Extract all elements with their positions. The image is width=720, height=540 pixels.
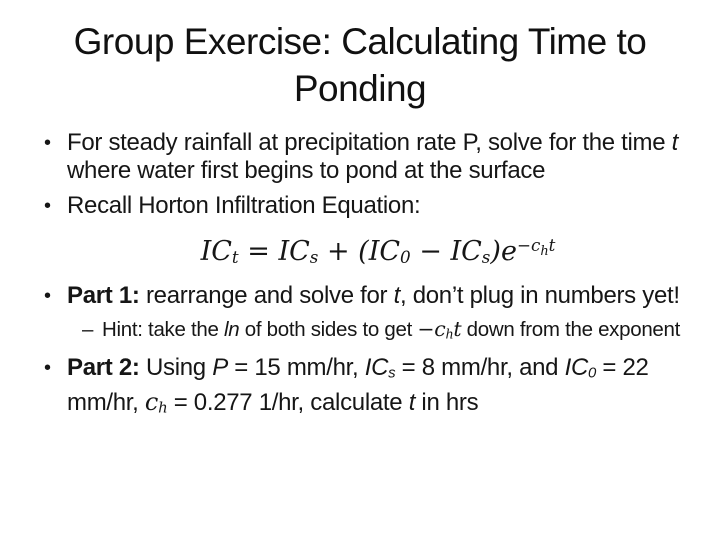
text-segment: Hint: take the [102,318,224,342]
bullet-text: For steady rainfall at precipitation rat… [67,129,692,185]
text-segment: IC [200,236,232,268]
text-segment: ln [223,318,240,342]
bullet-item: • Part 2: Using P = 15 mm/hr, ICs = 8 mm/… [44,354,692,421]
text-segment: IC [278,236,310,268]
text-segment: Recall Horton Infiltration Equation: [67,192,421,219]
text-segment: 0 [588,366,596,383]
text-segment: s [481,247,491,268]
text-segment: = 15 mm/hr, [227,354,365,382]
text-segment: For steady rainfall at precipitation rat… [67,129,672,156]
text-segment: , don’t plug in numbers yet! [399,282,680,310]
text-segment: = [238,236,279,268]
text-segment: −c [516,235,541,255]
text-segment: IC [564,354,589,382]
text-segment: − [410,236,451,268]
text-segment: e [500,236,517,268]
slide-title: Group Exercise: Calculating Time to Pond… [73,21,647,109]
text-segment: s [309,247,319,268]
text-segment: IC [368,236,401,268]
text-segment: = 0.277 1/hr, calculate [167,389,409,417]
text-segment: where water first begins to pond at the … [67,157,546,184]
text-segment: h [445,326,454,342]
text-segment: t [231,247,239,268]
sub-bullet-item: – Hint: take the ln of both sides to get … [44,317,692,346]
text-segment: h [540,243,549,259]
text-segment: Part 1: [67,282,140,310]
bullet-marker: • [44,132,51,154]
text-segment: + ( [318,236,369,268]
bullet-text: Hint: take the ln of both sides to get −… [102,317,692,346]
text-segment: = 22 mm/hr, [67,354,649,417]
text-segment: rearrange and solve for [139,282,394,310]
text-segment: P [212,354,228,382]
slide-body: • For steady rainfall at precipitation ra… [0,129,720,422]
bullet-marker: • [44,357,51,380]
text-segment: t [408,389,416,417]
text-segment: ) [490,236,501,268]
bullet-item: • Part 1: rearrange and solve for t, don’… [44,282,692,310]
bullet-text: Part 2: Using P = 15 mm/hr, ICs = 8 mm/h… [67,354,692,421]
bullet-text: Recall Horton Infiltration Equation: [67,192,692,220]
text-segment: IC [364,354,389,382]
text-segment: h [158,398,168,417]
dash-marker: – [82,318,94,342]
text-segment: s [388,366,396,383]
text-segment: = 8 mm/hr, and [395,354,565,382]
text-segment: c [144,388,159,417]
text-segment: down from the exponent [461,318,681,342]
text-segment: t [393,282,401,310]
text-segment: t [548,235,556,255]
text-segment: in hrs [415,389,479,417]
bullet-marker: • [44,285,51,308]
text-segment: Part 2: [67,354,140,382]
horton-infiltration-equation: ICt = ICs + (IC0 − ICs)e−cht [84,227,672,275]
bullet-text: Part 1: rearrange and solve for t, don’t… [67,282,692,310]
text-segment: 0 [400,247,411,268]
text-segment: t [671,129,679,156]
text-segment: t [453,317,462,342]
text-segment: IC [450,236,482,268]
text-segment: −c [417,317,446,342]
bullet-marker: • [44,195,51,217]
text-segment: of both sides to get [239,318,418,342]
text-segment: Using [139,354,213,382]
bullet-item: • Recall Horton Infiltration Equation: [44,192,692,220]
bullet-item: • For steady rainfall at precipitation ra… [44,129,692,185]
